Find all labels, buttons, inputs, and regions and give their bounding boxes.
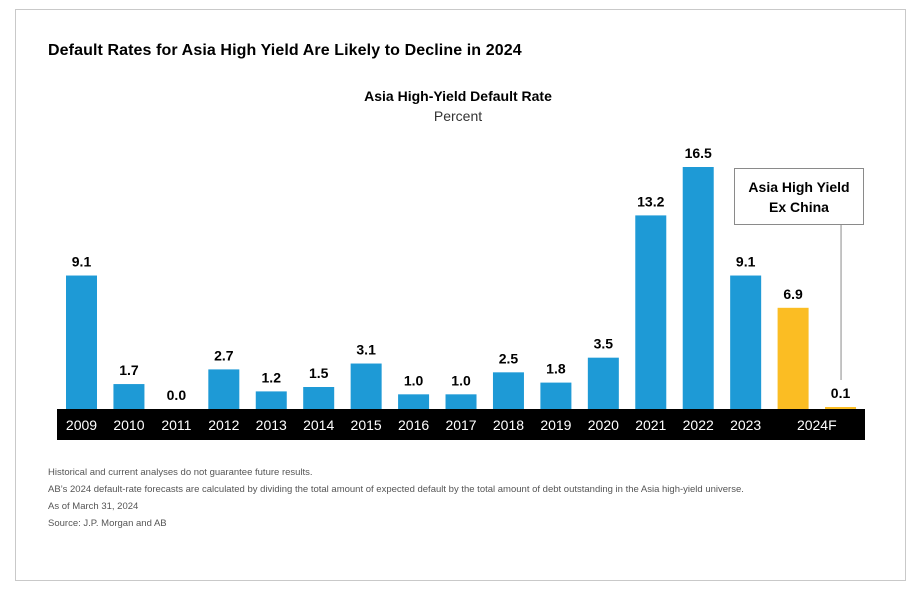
data-label-3: 2.7 bbox=[214, 347, 234, 363]
tick-label-2024F: 2024F bbox=[797, 417, 837, 433]
bar-2012 bbox=[208, 369, 240, 409]
bar-2021 bbox=[635, 215, 667, 409]
data-label-8: 1.0 bbox=[451, 372, 471, 388]
bar-2014 bbox=[303, 387, 335, 409]
tick-label-2020: 2020 bbox=[588, 417, 619, 433]
bar-2024F-forecast-16 bbox=[825, 407, 857, 409]
data-label-13: 16.5 bbox=[685, 145, 712, 161]
footnote-source: Source: J.P. Morgan and AB bbox=[48, 518, 167, 529]
footnote-disclaimer: Historical and current analyses do not g… bbox=[48, 467, 313, 478]
bar-2020 bbox=[587, 357, 619, 409]
data-label-11: 3.5 bbox=[594, 336, 614, 352]
tick-label-2014: 2014 bbox=[303, 417, 334, 433]
bar-2010 bbox=[113, 384, 145, 409]
tick-label-2010: 2010 bbox=[113, 417, 144, 433]
data-label-0: 9.1 bbox=[72, 254, 92, 270]
data-label-9: 2.5 bbox=[499, 350, 519, 366]
footnote-methodology: AB’s 2024 default-rate forecasts are cal… bbox=[48, 484, 744, 495]
headline: Default Rates for Asia High Yield Are Li… bbox=[48, 42, 522, 59]
bar-2016 bbox=[398, 394, 430, 409]
data-label-1: 1.7 bbox=[119, 362, 139, 378]
tick-label-2011: 2011 bbox=[161, 417, 191, 433]
bar-2015 bbox=[350, 363, 382, 409]
bar-2023 bbox=[730, 275, 762, 409]
data-label-5: 1.5 bbox=[309, 365, 329, 381]
tick-label-2018: 2018 bbox=[493, 417, 524, 433]
chart-subtitle: Percent bbox=[433, 108, 483, 124]
chart-title: Asia High-Yield Default Rate bbox=[364, 88, 552, 104]
bar-2022 bbox=[682, 167, 714, 409]
card-frame bbox=[15, 9, 906, 581]
annotation-line1: Asia High Yield bbox=[748, 179, 850, 195]
annotation-line2: Ex China bbox=[769, 199, 829, 215]
tick-label-2023: 2023 bbox=[730, 417, 761, 433]
x-axis-band bbox=[57, 409, 865, 440]
data-label-4: 1.2 bbox=[262, 369, 282, 385]
bar-2013 bbox=[255, 391, 287, 409]
tick-label-2019: 2019 bbox=[540, 417, 571, 433]
data-label-10: 1.8 bbox=[546, 361, 566, 377]
bar-2018 bbox=[492, 372, 524, 409]
footnotes: Historical and current analyses do not g… bbox=[48, 464, 744, 532]
tick-label-2021: 2021 bbox=[635, 417, 666, 433]
footnote-date: As of March 31, 2024 bbox=[48, 501, 139, 512]
bar-2017 bbox=[445, 394, 477, 409]
bar-2024F-forecast-15 bbox=[777, 307, 809, 409]
tick-label-2013: 2013 bbox=[256, 417, 287, 433]
tick-label-2009: 2009 bbox=[66, 417, 97, 433]
annotation-box: Asia High Yield Ex China bbox=[734, 168, 864, 225]
tick-label-2017: 2017 bbox=[445, 417, 476, 433]
bar-2009 bbox=[66, 275, 97, 409]
data-label-2: 0.0 bbox=[167, 387, 187, 403]
bar-2019 bbox=[540, 382, 572, 409]
data-label-7: 1.0 bbox=[404, 372, 424, 388]
data-label-14: 9.1 bbox=[736, 254, 756, 270]
tick-label-2012: 2012 bbox=[208, 417, 239, 433]
tick-label-2016: 2016 bbox=[398, 417, 429, 433]
data-label-6: 3.1 bbox=[356, 342, 376, 358]
tick-label-2015: 2015 bbox=[351, 417, 382, 433]
data-label-16: 0.1 bbox=[831, 385, 851, 401]
data-label-15: 6.9 bbox=[783, 286, 803, 302]
data-label-12: 13.2 bbox=[637, 193, 664, 209]
tick-label-2022: 2022 bbox=[683, 417, 714, 433]
